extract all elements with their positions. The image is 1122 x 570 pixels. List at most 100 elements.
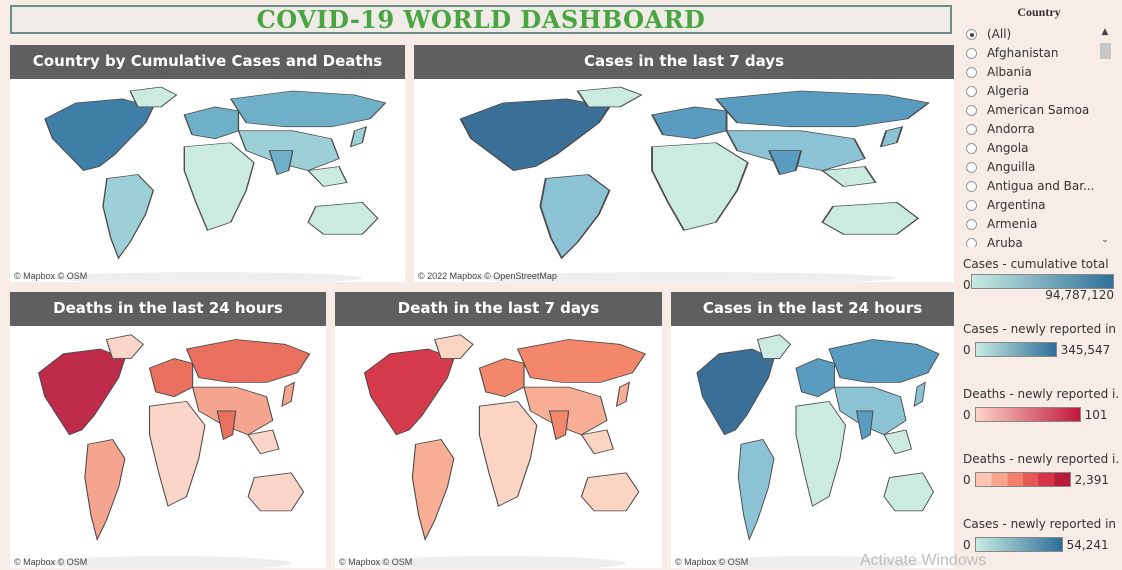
radio-icon[interactable] — [966, 86, 977, 97]
region-india[interactable] — [548, 410, 570, 441]
region-north-america[interactable] — [696, 348, 775, 436]
map-cases-7-days[interactable] — [418, 83, 950, 282]
region-greenland[interactable] — [105, 334, 145, 359]
radio-selected-icon[interactable] — [966, 29, 977, 40]
region-se-asia[interactable] — [883, 429, 913, 455]
scroll-thumb[interactable] — [1100, 43, 1111, 59]
country-option-label: Angola — [987, 141, 1029, 155]
region-australia[interactable] — [580, 472, 640, 512]
region-south-america[interactable] — [539, 174, 611, 260]
region-greenland[interactable] — [129, 86, 178, 108]
region-se-asia[interactable] — [307, 166, 348, 187]
region-africa[interactable] — [183, 142, 255, 231]
region-africa[interactable] — [651, 142, 749, 231]
country-option[interactable]: American Samoa — [966, 101, 1098, 120]
region-japan[interactable] — [281, 381, 295, 408]
region-se-asia[interactable] — [247, 429, 280, 455]
region-south-america[interactable] — [411, 438, 455, 541]
country-option[interactable]: Afghanistan — [966, 44, 1098, 63]
region-europe[interactable] — [148, 358, 194, 398]
region-russia-asia[interactable] — [714, 90, 930, 128]
region-japan[interactable] — [615, 381, 630, 408]
region-australia[interactable] — [307, 202, 379, 235]
radio-icon[interactable] — [966, 67, 977, 78]
world-map-svg[interactable] — [675, 330, 950, 568]
region-africa[interactable] — [795, 400, 847, 507]
radio-icon[interactable] — [966, 105, 977, 116]
map-attribution[interactable]: © Mapbox © OSM — [339, 557, 413, 567]
region-europe[interactable] — [651, 106, 728, 140]
country-option[interactable]: Argentina — [966, 196, 1098, 215]
region-se-asia[interactable] — [820, 166, 877, 187]
country-option[interactable]: (All) — [966, 25, 1098, 44]
country-filter-list[interactable]: (All) Afghanistan Albania Algeria Americ… — [966, 25, 1098, 247]
region-greenland[interactable] — [434, 334, 474, 359]
region-japan[interactable] — [879, 126, 904, 148]
region-india[interactable] — [855, 410, 874, 441]
region-south-america[interactable] — [84, 438, 126, 541]
region-north-america[interactable] — [459, 98, 611, 172]
radio-icon[interactable] — [966, 200, 977, 211]
region-india[interactable] — [216, 410, 237, 441]
region-africa[interactable] — [478, 400, 538, 507]
map-cases-24-hours[interactable] — [675, 330, 950, 568]
country-option[interactable]: Anguilla — [966, 158, 1098, 177]
map-deaths-7-days[interactable] — [339, 330, 658, 568]
region-russia-asia[interactable] — [828, 339, 940, 383]
filter-scrollbar[interactable]: ▲ ⌄ — [1099, 27, 1111, 245]
panel-cases-24-hours[interactable]: Cases in the last 24 hours © Mapbox © OS… — [671, 292, 954, 568]
region-se-asia[interactable] — [580, 429, 615, 455]
region-africa[interactable] — [148, 400, 206, 507]
region-russia-asia[interactable] — [229, 90, 387, 128]
panel-cases-7-days[interactable]: Cases in the last 7 days © 2022 Mapbox ©… — [414, 45, 954, 282]
region-australia[interactable] — [247, 472, 305, 512]
region-japan[interactable] — [349, 126, 368, 148]
map-attribution[interactable]: © 2022 Mapbox © OpenStreetMap — [418, 271, 557, 281]
region-russia-asia[interactable] — [516, 339, 646, 383]
world-map-svg[interactable] — [339, 330, 658, 568]
world-map-svg[interactable] — [418, 83, 950, 282]
radio-icon[interactable] — [966, 143, 977, 154]
map-deaths-24-hours[interactable] — [14, 330, 322, 568]
region-europe[interactable] — [183, 106, 240, 140]
country-option[interactable]: Armenia — [966, 215, 1098, 234]
region-russia-asia[interactable] — [185, 339, 311, 383]
map-attribution[interactable]: © Mapbox © OSM — [675, 557, 749, 567]
world-map-svg[interactable] — [14, 83, 401, 282]
region-europe[interactable] — [795, 358, 835, 398]
panel-deaths-24-hours[interactable]: Deaths in the last 24 hours © Mapbox © O… — [10, 292, 326, 568]
region-australia[interactable] — [883, 472, 935, 512]
country-option[interactable]: Algeria — [966, 82, 1098, 101]
map-attribution[interactable]: © Mapbox © OSM — [14, 271, 88, 281]
country-option[interactable]: Albania — [966, 63, 1098, 82]
region-greenland[interactable] — [756, 334, 792, 359]
panel-deaths-7-days[interactable]: Death in the last 7 days © Mapbox © OSM — [335, 292, 662, 568]
radio-icon[interactable] — [966, 238, 977, 247]
country-option[interactable]: Aruba — [966, 234, 1098, 247]
region-japan[interactable] — [913, 381, 926, 408]
radio-icon[interactable] — [966, 48, 977, 59]
region-south-america[interactable] — [737, 438, 775, 541]
region-india[interactable] — [768, 150, 803, 176]
world-map-svg[interactable] — [14, 330, 322, 568]
map-attribution[interactable]: © Mapbox © OSM — [14, 557, 88, 567]
region-europe[interactable] — [478, 358, 525, 398]
region-greenland[interactable] — [576, 86, 643, 108]
region-north-america[interactable] — [44, 98, 155, 172]
region-india[interactable] — [268, 150, 294, 176]
country-option[interactable]: Antigua and Bar... — [966, 177, 1098, 196]
scroll-up-icon[interactable]: ▲ — [1101, 27, 1109, 37]
radio-icon[interactable] — [966, 219, 977, 230]
map-cumulative[interactable] — [14, 83, 401, 282]
region-north-america[interactable] — [38, 348, 126, 436]
radio-icon[interactable] — [966, 124, 977, 135]
radio-icon[interactable] — [966, 181, 977, 192]
country-option[interactable]: Andorra — [966, 120, 1098, 139]
region-australia[interactable] — [821, 202, 920, 235]
radio-icon[interactable] — [966, 162, 977, 173]
panel-cumulative[interactable]: Country by Cumulative Cases and Deaths ©… — [10, 45, 405, 282]
region-south-america[interactable] — [102, 174, 155, 260]
scroll-down-icon[interactable]: ⌄ — [1101, 235, 1109, 245]
country-option[interactable]: Angola — [966, 139, 1098, 158]
region-north-america[interactable] — [363, 348, 455, 436]
